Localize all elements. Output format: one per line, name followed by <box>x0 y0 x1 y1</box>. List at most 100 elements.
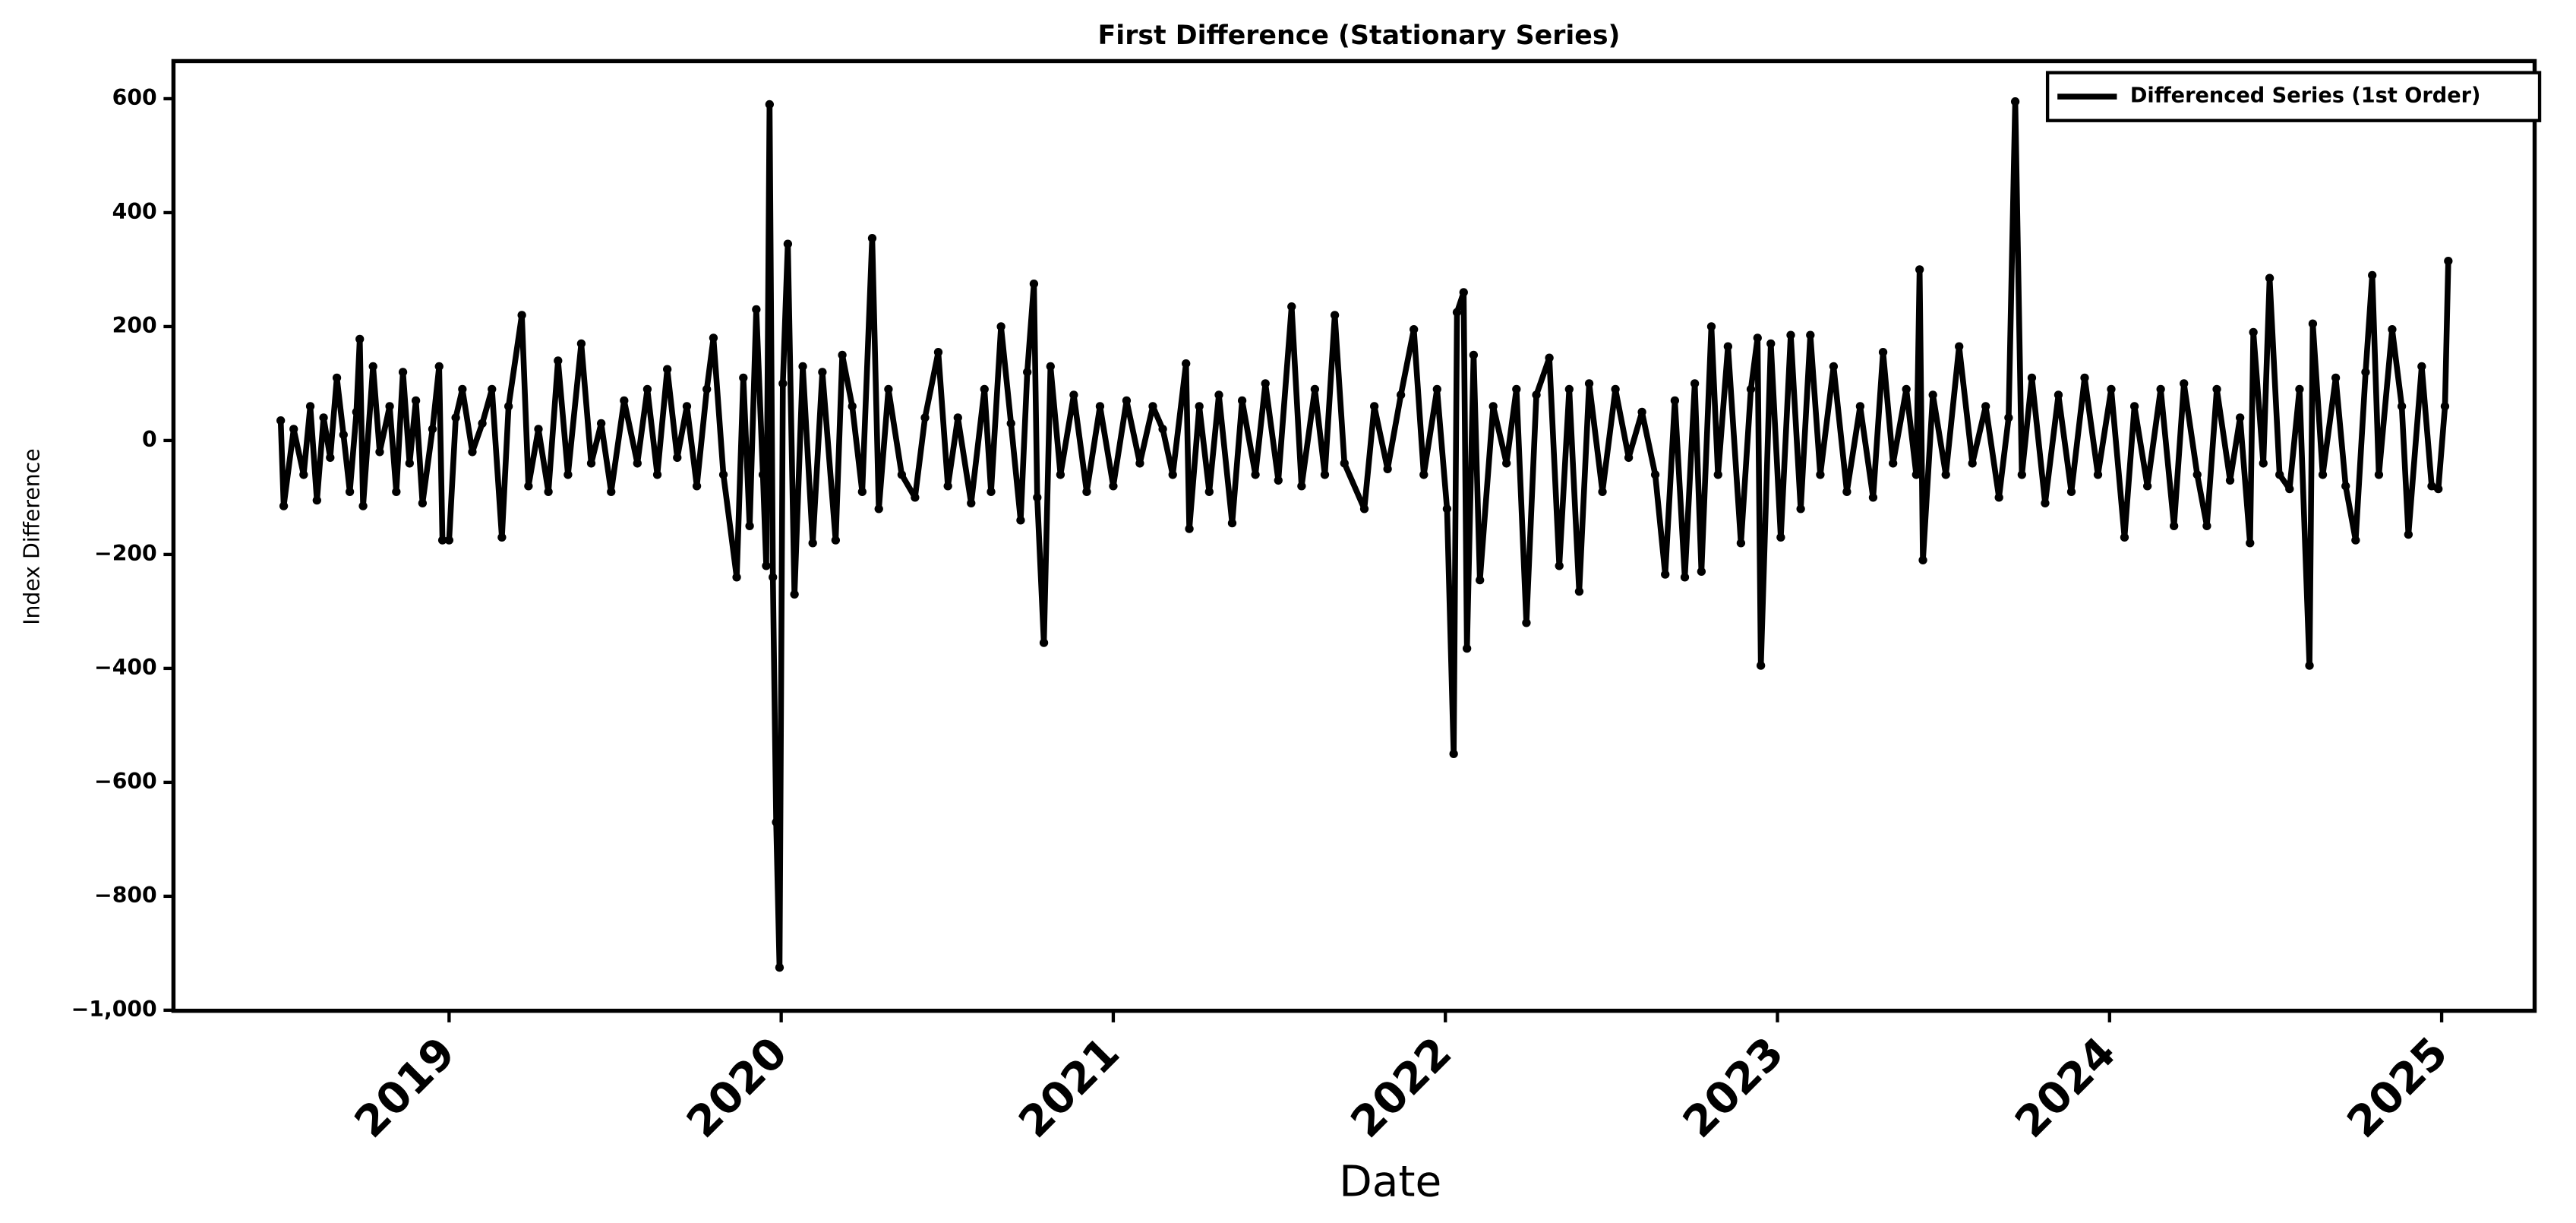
data-point <box>392 487 401 497</box>
data-point <box>517 311 526 320</box>
data-point <box>1274 476 1283 485</box>
data-point <box>1046 362 1055 371</box>
data-point <box>1330 311 1340 320</box>
data-point <box>987 487 996 497</box>
data-point <box>2397 402 2407 411</box>
data-point <box>933 348 943 357</box>
data-point <box>2404 530 2413 539</box>
data-point <box>2388 325 2397 334</box>
data-point <box>745 521 754 531</box>
data-point <box>2212 384 2221 394</box>
data-point <box>1452 308 1462 317</box>
data-point <box>437 536 447 545</box>
data-point <box>1522 618 1531 627</box>
data-point <box>332 373 342 383</box>
data-point <box>775 962 784 972</box>
data-point <box>497 532 507 542</box>
data-point <box>1713 470 1722 479</box>
data-point <box>1095 402 1105 411</box>
data-point <box>2440 402 2450 411</box>
data-point <box>458 384 467 394</box>
data-point <box>554 356 563 365</box>
data-point <box>2341 482 2350 491</box>
data-point <box>2249 327 2258 337</box>
data-point <box>1033 493 1042 502</box>
data-point <box>1855 402 1865 411</box>
data-point <box>874 504 883 514</box>
data-point <box>1168 470 1177 479</box>
data-point <box>276 416 286 425</box>
data-point <box>411 396 421 406</box>
data-point <box>312 496 321 505</box>
data-point <box>663 365 672 374</box>
y-tick-label: 200 <box>112 313 157 338</box>
data-point <box>398 368 408 377</box>
data-point <box>1829 362 1839 371</box>
data-point <box>1204 487 1214 497</box>
x-axis-label: Date <box>1339 1158 1441 1207</box>
data-point <box>2374 470 2384 479</box>
data-point <box>468 447 477 457</box>
data-point <box>2120 532 2129 542</box>
data-point <box>1955 342 1964 351</box>
data-point <box>1512 384 1521 394</box>
data-point <box>2259 459 2268 468</box>
data-point <box>418 498 428 508</box>
data-point <box>1122 396 1132 406</box>
data-point <box>1310 384 1320 394</box>
data-point <box>1598 487 1607 497</box>
data-point <box>772 817 781 827</box>
data-point <box>305 402 315 411</box>
data-point <box>739 373 748 383</box>
data-point <box>358 501 368 510</box>
data-point <box>2331 373 2341 383</box>
data-point <box>345 487 355 497</box>
data-point <box>1564 384 1574 394</box>
data-point <box>1449 749 1458 759</box>
data-point <box>1624 453 1634 463</box>
data-point <box>1237 396 1247 406</box>
y-tick-label: −600 <box>94 769 157 794</box>
data-point <box>778 379 788 388</box>
data-point <box>2434 485 2443 494</box>
data-point <box>564 470 573 479</box>
data-point <box>576 339 586 349</box>
data-point <box>2246 539 2255 548</box>
data-point <box>790 589 799 599</box>
data-point <box>1082 487 1091 497</box>
legend-label: Differenced Series (1st Order) <box>2130 84 2481 108</box>
data-point <box>1918 555 1927 565</box>
data-point <box>1736 539 1746 548</box>
data-point <box>996 322 1005 331</box>
data-point <box>2444 257 2453 266</box>
data-point <box>2285 485 2294 494</box>
data-point <box>2368 270 2377 280</box>
data-point <box>1383 464 1392 474</box>
data-point <box>2305 661 2314 670</box>
data-point <box>2265 273 2275 283</box>
data-point <box>1069 390 1078 400</box>
data-point <box>339 430 348 440</box>
data-point <box>1968 459 1977 468</box>
data-point <box>1941 470 1950 479</box>
data-point <box>652 470 662 479</box>
data-point <box>2093 470 2103 479</box>
data-point <box>586 459 596 468</box>
data-point <box>943 482 952 491</box>
chart-title: First Difference (Stationary Series) <box>1098 21 1621 51</box>
data-point <box>1158 425 1167 434</box>
data-point <box>1878 348 1888 357</box>
data-point <box>368 362 377 371</box>
data-point <box>1697 567 1706 577</box>
data-point <box>702 384 712 394</box>
data-point <box>980 384 989 394</box>
data-point <box>326 453 335 463</box>
data-point <box>1396 390 1406 400</box>
data-point <box>1476 575 1485 585</box>
data-point <box>352 407 361 417</box>
data-point <box>1746 384 1756 394</box>
data-point <box>682 402 692 411</box>
data-point <box>319 413 328 422</box>
data-point <box>1753 333 1762 343</box>
